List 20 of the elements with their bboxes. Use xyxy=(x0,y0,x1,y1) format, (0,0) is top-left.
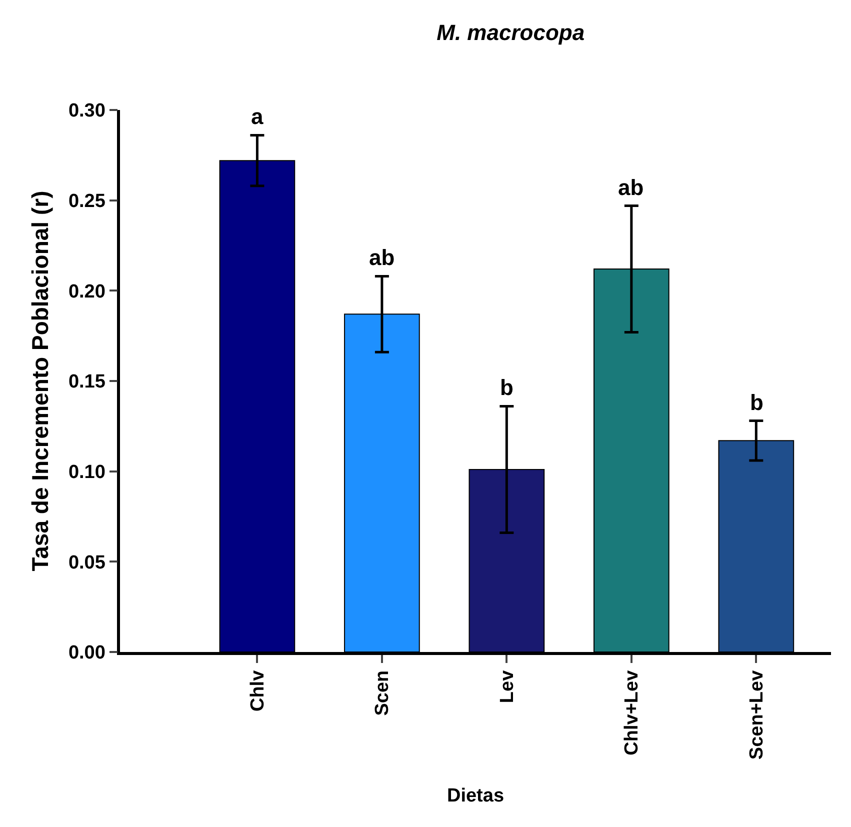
y-tick-label: 0.00 xyxy=(68,642,106,664)
annotation: ab xyxy=(369,245,395,270)
x-tick-label: Chlv+Lev xyxy=(622,670,643,756)
y-axis-title: Tasa de Incremento Poblacional (r) xyxy=(26,190,53,572)
x-tick-label: Scen xyxy=(372,670,394,716)
y-tick-label: 0.15 xyxy=(68,372,106,393)
annotation: a xyxy=(251,104,264,129)
y-tick-label: 0.30 xyxy=(68,100,106,122)
x-tick-label: Scen+Lev xyxy=(746,670,768,760)
x-axis-title: Dietas xyxy=(446,785,504,806)
x-tick-label: Lev xyxy=(496,670,518,704)
x-tick-label: Chlv xyxy=(247,670,268,712)
y-tick-label: 0.05 xyxy=(68,552,106,574)
annotation: b xyxy=(500,375,514,400)
y-tick-label: 0.20 xyxy=(68,281,106,302)
annotation: ab xyxy=(618,175,644,200)
annotation: b xyxy=(750,390,764,415)
y-tick-label: 0.10 xyxy=(68,462,106,483)
y-tick-label: 0.25 xyxy=(68,190,106,212)
chart-title: M. macrocopa xyxy=(436,20,585,46)
